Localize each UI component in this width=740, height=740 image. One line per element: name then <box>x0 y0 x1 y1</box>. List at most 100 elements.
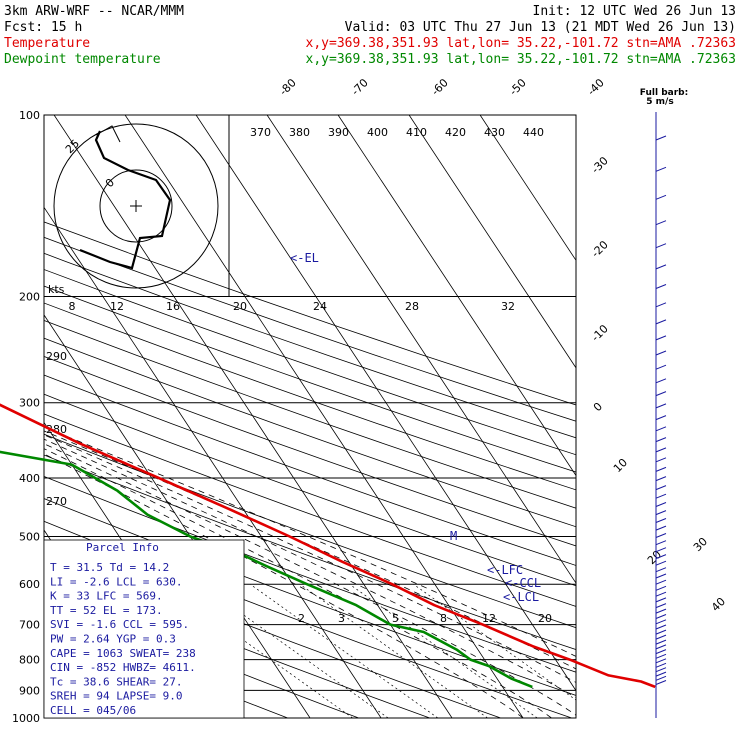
wind-barb <box>655 667 667 673</box>
wind-barb <box>655 614 667 619</box>
hodograph-tick-label: 24 <box>313 300 327 313</box>
pressure-tick-label: 600 <box>19 578 40 591</box>
dry-adiabat <box>44 393 576 587</box>
isotherm-line <box>53 115 453 718</box>
dry-adiabat <box>44 285 576 473</box>
isotherm-label: -30 <box>589 154 611 176</box>
wind-barb <box>655 619 667 625</box>
theta-label: 420 <box>445 126 466 139</box>
mixing-ratio-label: 12 <box>482 612 496 625</box>
dry-adiabat <box>44 476 576 673</box>
wind-barb <box>655 415 667 421</box>
hodograph-outer-ring <box>53 123 219 289</box>
hodograph-tick-label: 8 <box>69 300 76 313</box>
hodograph-trace <box>79 130 172 270</box>
pressure-tick-label: 100 <box>19 109 40 122</box>
wind-barb <box>655 518 667 523</box>
wind-barb <box>655 476 667 482</box>
mixing-ratio-label: 20 <box>538 612 552 625</box>
wind-barb <box>655 493 667 499</box>
hodograph-tick-label: 12 <box>110 300 124 313</box>
mixing-ratio-line <box>249 583 439 718</box>
wind-barb <box>655 426 667 432</box>
wind-barb <box>655 662 667 668</box>
wind-barb <box>655 649 667 655</box>
mixing-ratio-line <box>299 583 488 718</box>
wind-barb <box>655 525 667 531</box>
temperature-legend: Temperature <box>4 36 90 51</box>
wind-barb <box>655 608 667 614</box>
wind-barb <box>655 675 667 681</box>
wind-barb <box>655 624 667 630</box>
isotherm-label: 30 <box>691 535 710 554</box>
wind-barbs <box>655 112 667 718</box>
wind-barb <box>655 671 667 677</box>
wind-legend-title: Full barb: <box>640 88 688 98</box>
wind-barb <box>655 335 667 341</box>
wind-barb <box>655 585 667 591</box>
isotherm-label: 0 <box>591 400 605 414</box>
plot-frame <box>43 114 577 719</box>
isotherm-line <box>124 115 524 718</box>
parcel-info-line: SVI = -1.6 CCL = 595. <box>50 618 189 631</box>
dewpoint-location: x,y=369.38,351.93 lat,lon= 35.22,-101.72… <box>306 52 736 67</box>
dry-adiabat <box>44 269 576 456</box>
isotherm-line <box>44 206 382 718</box>
wind-barb <box>655 447 667 453</box>
dry-adiabat <box>44 319 576 509</box>
wind-barb <box>655 403 667 409</box>
hodograph-tick-label: 16 <box>166 300 180 313</box>
mixing-ratio-label: 5 <box>392 612 399 625</box>
parcel-info-line: TT = 52 EL = 173. <box>50 604 163 617</box>
dry-adiabat-label: 290 <box>46 350 67 363</box>
dry-adiabat <box>44 433 576 629</box>
parcel-info-line: CAPE = 1063 SWEAT= 238 <box>50 647 196 660</box>
wind-barb <box>655 540 667 546</box>
moist-adiabat <box>44 448 552 718</box>
mixing-ratio-line <box>164 583 353 718</box>
wind-barb <box>655 264 667 270</box>
mixing-ratio-line <box>413 583 576 701</box>
theta-label: 400 <box>367 126 388 139</box>
pressure-tick-label: 1000 <box>12 712 40 725</box>
isotherm-line <box>195 115 576 692</box>
temperature-profile <box>0 403 656 689</box>
pressure-tick-label: 300 <box>19 397 40 410</box>
wind-barb <box>655 591 667 597</box>
model-title: 3km ARW-WRF -- NCAR/MMM <box>4 4 184 19</box>
parcel-info-background <box>43 539 245 719</box>
isotherm-line <box>337 115 576 477</box>
isotherm-label: -70 <box>349 76 371 98</box>
theta-label: 390 <box>328 126 349 139</box>
theta-label: 370 <box>250 126 271 139</box>
dry-adiabat <box>44 236 576 422</box>
wind-barb <box>655 457 667 463</box>
wind-barb <box>655 302 667 308</box>
theta-label: 410 <box>406 126 427 139</box>
wind-barb <box>655 547 667 553</box>
wind-barb <box>655 243 667 249</box>
isotherm-label: -20 <box>589 238 611 260</box>
dewpoint-legend: Dewpoint temperature <box>4 52 161 67</box>
isotherm-label: 40 <box>709 595 728 614</box>
wind-barb <box>655 644 667 650</box>
dry-adiabat <box>44 337 576 528</box>
level-marker: <-CCL <box>505 576 541 590</box>
wind-barb <box>655 680 667 685</box>
wind-barb <box>655 658 667 664</box>
wind-legend-unit: 5 m/s <box>646 97 673 107</box>
hodograph-center <box>130 200 142 212</box>
mixing-ratio-line <box>200 583 389 718</box>
wind-barb <box>655 597 667 603</box>
wind-barb <box>655 391 667 397</box>
isotherm-label: -80 <box>277 76 299 98</box>
pressure-tick-label: 500 <box>19 530 40 543</box>
isotherm-line <box>408 115 576 369</box>
wind-barb <box>655 319 667 325</box>
isotherm-line <box>479 115 576 262</box>
dry-adiabat <box>44 413 576 607</box>
theta-label: 440 <box>523 126 544 139</box>
wind-barb <box>655 350 667 356</box>
